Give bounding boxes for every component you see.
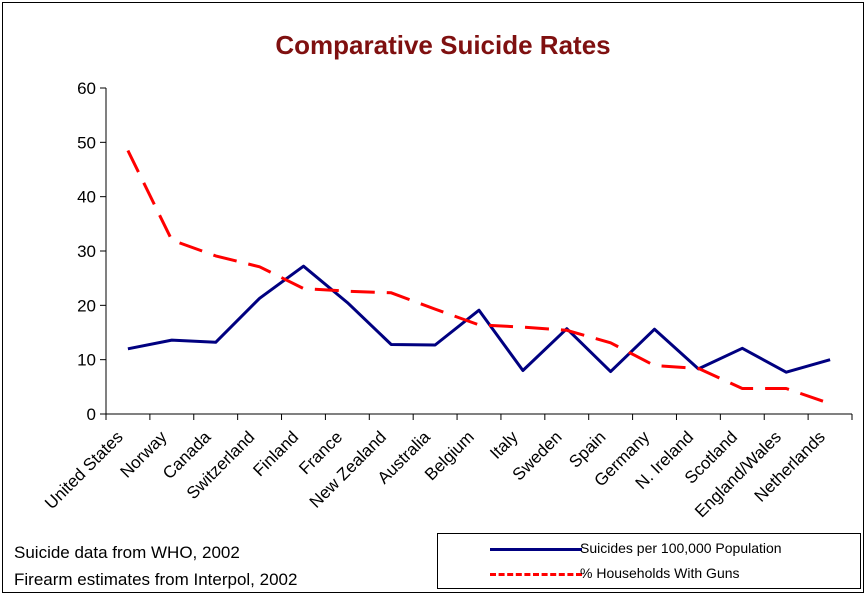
series-layer <box>126 149 831 406</box>
legend-label-guns: % Households With Guns <box>580 565 740 581</box>
y-tick-label: 60 <box>77 79 96 98</box>
legend-swatch-suicides <box>490 548 582 551</box>
note-firearm-source: Firearm estimates from Interpol, 2002 <box>14 570 298 589</box>
y-tick-label: 0 <box>87 405 96 424</box>
x-tick-label: Italy <box>486 427 522 463</box>
series-line-guns <box>126 149 831 406</box>
x-tick-label: Finland <box>249 427 302 480</box>
y-tick-label: 50 <box>77 133 96 152</box>
note-suicide-source: Suicide data from WHO, 2002 <box>14 543 240 562</box>
legend-item-suicides: Suicides per 100,000 Population <box>438 538 860 560</box>
legend-item-guns: % Households With Guns <box>438 563 860 585</box>
legend-swatch-guns <box>490 573 582 576</box>
legend-label-suicides: Suicides per 100,000 Population <box>580 540 782 556</box>
chart-title: Comparative Suicide Rates <box>275 30 610 60</box>
y-tick-label: 20 <box>77 296 96 315</box>
y-tick-label: 40 <box>77 188 96 207</box>
x-tick-label: Belgium <box>421 427 478 484</box>
series-line-suicides <box>127 264 831 374</box>
x-tick-label: Sweden <box>509 427 566 484</box>
y-tick-label: 10 <box>77 351 96 370</box>
y-tick-label: 30 <box>77 242 96 261</box>
x-tick-label: United States <box>41 427 127 513</box>
legend: Suicides per 100,000 Population % Househ… <box>437 533 861 589</box>
